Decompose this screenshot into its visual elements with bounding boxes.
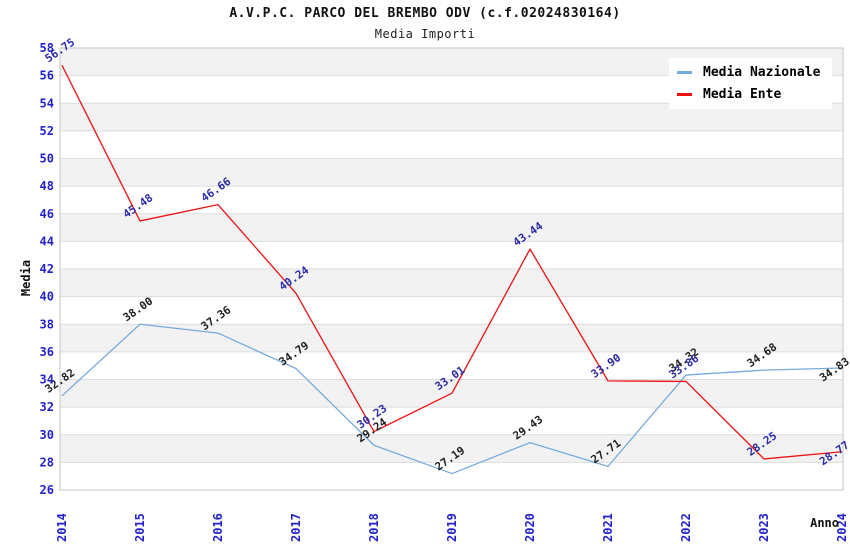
chart-subtitle: Media Importi xyxy=(374,27,476,41)
y-tick-label: 38 xyxy=(40,317,54,331)
y-tick-label: 34 xyxy=(40,373,54,387)
x-tick-label: 2014 xyxy=(55,513,69,542)
x-ticks: 2014 2015 2016 2017 2018 2019 2020 2021 2022 2023… xyxy=(55,513,849,542)
chart-title: A.V.P.C. PARCO DEL BREMBO ODV (c.f.02024… xyxy=(229,6,621,21)
y-tick-label: 30 xyxy=(40,428,54,442)
y-tick-label: 32 xyxy=(40,400,54,414)
x-tick-label: 2023 xyxy=(757,513,771,542)
y-tick-label: 52 xyxy=(40,124,54,138)
x-tick-label: 2015 xyxy=(133,513,147,542)
x-axis-title: Anno xyxy=(810,516,839,530)
y-tick-label: 40 xyxy=(40,290,54,304)
y-tick-label: 58 xyxy=(40,41,54,55)
y-tick-label: 44 xyxy=(40,234,54,248)
y-tick-label: 42 xyxy=(40,262,54,276)
legend-swatch-nazionale-icon xyxy=(677,71,692,74)
y-axis-title: Media xyxy=(19,260,33,296)
y-tick-label: 28 xyxy=(40,455,54,469)
x-tick-label: 2018 xyxy=(367,513,381,542)
y-tick-label: 26 xyxy=(40,483,54,497)
x-tick-label: 2016 xyxy=(211,513,225,542)
line-media-ente xyxy=(61,64,843,460)
legend-swatch-ente-icon xyxy=(677,93,692,96)
legend-label-ente: Media Ente xyxy=(703,87,782,102)
legend-label-nazionale: Media Nazionale xyxy=(703,65,821,80)
y-tick-label: 36 xyxy=(40,345,54,359)
y-ticks: 26 28 30 32 34 36 38 40 42 44 46 48 50 52 54 56 58 xyxy=(40,41,54,497)
line-media-nazionale xyxy=(61,323,843,475)
y-tick-label: 56 xyxy=(40,69,54,83)
legend: Media Nazionale Media Ente xyxy=(669,58,833,109)
x-tick-label: 2017 xyxy=(289,513,303,542)
x-tick-label: 2022 xyxy=(679,513,693,542)
y-tick-label: 54 xyxy=(40,96,54,110)
plot-bands xyxy=(60,48,843,490)
series-lines xyxy=(61,64,843,475)
x-tick-label: 2020 xyxy=(523,513,537,542)
legend-item-media-ente: Media Ente xyxy=(677,87,820,102)
plot-border xyxy=(59,47,844,491)
y-tick-label: 50 xyxy=(40,152,54,166)
x-tick-label: 2024 xyxy=(835,513,849,542)
legend-item-media-nazionale: Media Nazionale xyxy=(677,65,821,80)
y-tick-label: 48 xyxy=(40,179,54,193)
x-tick-label: 2019 xyxy=(445,513,459,542)
y-tick-label: 46 xyxy=(40,207,54,221)
x-tick-label: 2021 xyxy=(601,513,615,542)
